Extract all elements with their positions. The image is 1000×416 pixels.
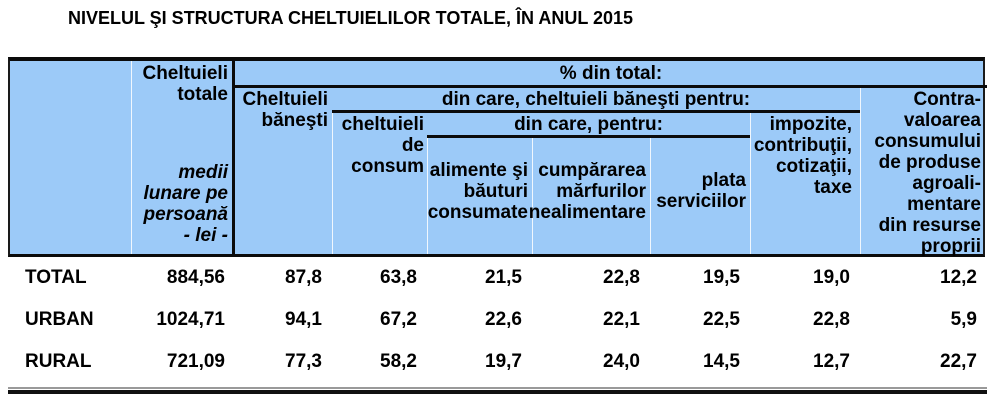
header-cell-alimente-bauturi: alimente şi băuturi consumate [427,138,532,254]
data-cell: 14,5 [703,351,740,372]
row-label-urban: URBAN [25,309,94,330]
data-cell: 63,8 [380,267,417,288]
data-cell: 884,56 [166,267,225,288]
page-title: NIVELUL ŞI STRUCTURA CHELTUIELILOR TOTAL… [68,8,634,28]
header-medii-lunare-note: medii lunare pe persoană - lei - [143,162,228,246]
header-spanner-din-care-cheltuieli-banesti: din care, cheltuieli băneşti pentru: [332,88,860,113]
data-cell: 19,0 [813,267,850,288]
data-cell: 21,5 [485,267,522,288]
header-cheltuieli-totale-label: Cheltuieli totale [142,63,228,105]
data-cell: 24,0 [603,351,640,372]
data-cell: 22,8 [813,309,850,330]
data-cell: 22,6 [485,309,522,330]
header-corner-cell [10,61,132,254]
statistics-table: Cheltuieli totale medii lunare pe persoa… [8,57,987,395]
table-header: Cheltuieli totale medii lunare pe persoa… [8,57,987,257]
row-label-rural: RURAL [25,351,92,372]
table-bottom-rule [8,387,987,395]
data-cell: 721,09 [166,351,225,372]
data-cell: 19,7 [485,351,522,372]
data-cell: 19,5 [703,267,740,288]
data-cell: 12,2 [940,267,977,288]
data-cell: 77,3 [285,351,322,372]
data-cell: 5,9 [950,309,977,330]
header-cell-cheltuieli-totale: Cheltuieli totale medii lunare pe persoa… [132,61,235,254]
header-cell-impozite-taxe: impozite, contribuţii, cotizaţii, taxe [750,113,860,254]
header-cell-cheltuieli-banesti: Cheltuieli băneşti [242,89,328,131]
header-cell-cheltuieli-de-consum: cheltuieli de consum [332,113,427,254]
data-cell: 22,5 [703,309,740,330]
data-cell: 67,2 [380,309,417,330]
data-cell: 12,7 [813,351,850,372]
data-cell: 58,2 [380,351,417,372]
data-cell: 1024,71 [156,309,225,330]
header-cell-marfuri-nealimentare: cumpărarea mărfurilor nealimentare [529,138,650,254]
row-label-total: TOTAL [25,267,87,288]
header-spanner-din-care-pentru: din care, pentru: [427,113,750,138]
data-cell: 22,1 [603,309,640,330]
data-cell: 94,1 [285,309,322,330]
data-cell: 87,8 [285,267,322,288]
header-cell-plata-serviciilor: plata serviciilor [650,138,750,254]
header-spanner-procent-din-total: % din total: [235,61,987,88]
header-cell-contravaloarea-consumului: Contra- valoarea consumului de produse a… [860,88,987,257]
table-body: TOTAL 884,56 87,8 63,8 21,5 22,8 19,5 19… [8,257,985,383]
data-cell: 22,7 [940,351,977,372]
data-cell: 22,8 [603,267,640,288]
